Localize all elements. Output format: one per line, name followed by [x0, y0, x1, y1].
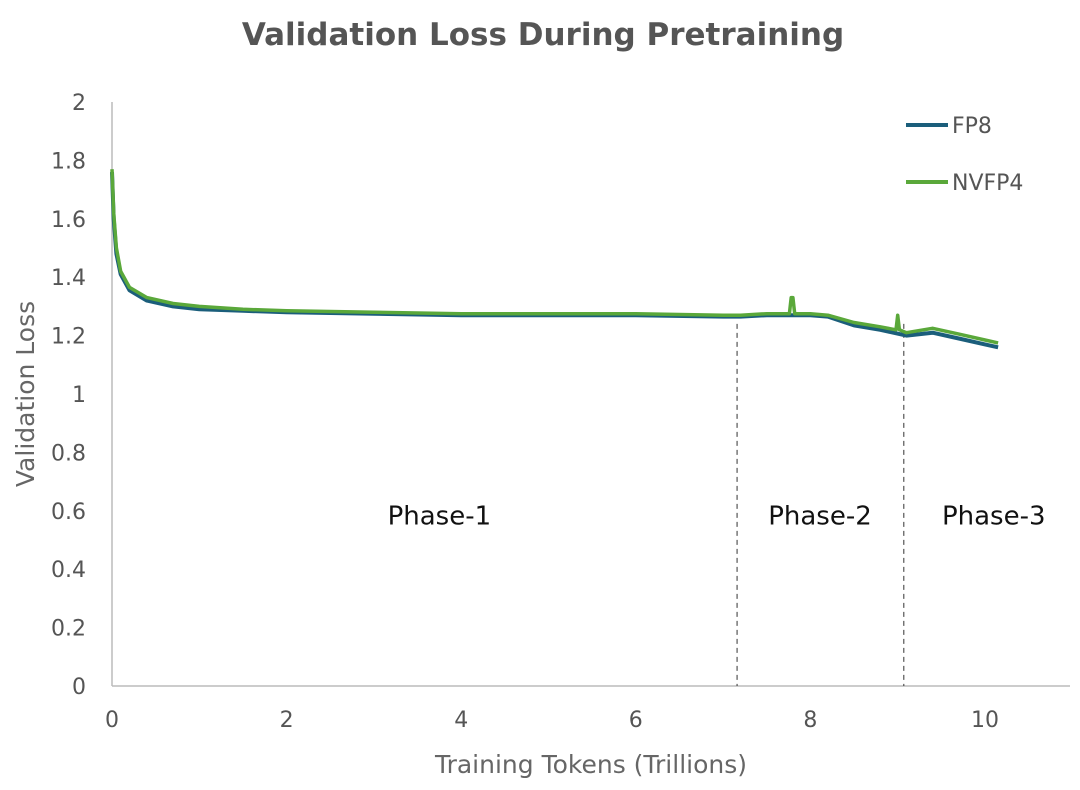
y-tick-label: 0.6: [51, 500, 86, 525]
x-tick-label: 2: [280, 708, 294, 733]
x-tick-label: 0: [105, 708, 119, 733]
phase-label: Phase-2: [768, 502, 872, 532]
phase-label: Phase-3: [942, 502, 1046, 532]
y-tick-label: 0.8: [51, 441, 86, 466]
y-tick-label: 0.4: [51, 558, 86, 583]
y-tick-label: 1.6: [51, 208, 86, 233]
y-tick-label: 1.8: [51, 149, 86, 174]
y-tick-label: 1: [72, 383, 86, 408]
y-tick-label: 1.2: [51, 325, 86, 350]
series-line-fp8: [110, 172, 999, 350]
x-tick-label: 8: [803, 708, 817, 733]
legend-label-nvfp4: NVFP4: [952, 171, 1023, 196]
y-tick-label: 2: [72, 91, 86, 116]
y-tick-label: 0: [72, 675, 86, 700]
x-axis-label: Training Tokens (Trillions): [434, 750, 747, 779]
phase-label: Phase-1: [388, 502, 492, 532]
y-tick-label: 1.4: [51, 266, 86, 291]
y-axis-label: Validation Loss: [11, 301, 40, 487]
x-tick-label: 6: [629, 708, 643, 733]
x-tick-label: 4: [454, 708, 468, 733]
series-line-nvfp4: [110, 169, 999, 345]
x-tick-label: 10: [971, 708, 999, 733]
legend-label-fp8: FP8: [952, 114, 992, 139]
chart-title: Validation Loss During Pretraining: [242, 17, 844, 53]
y-tick-label: 0.2: [51, 617, 86, 642]
